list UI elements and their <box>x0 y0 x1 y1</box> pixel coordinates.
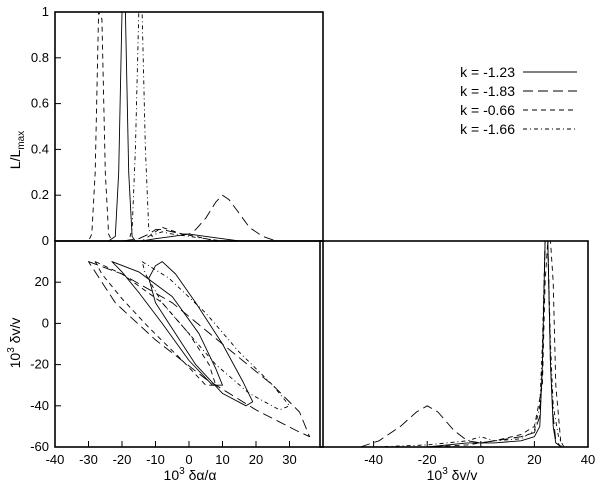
scatter-bottom-left-xtick-label: -20 <box>113 452 132 467</box>
bottom-right-xlabel-post: δv/v <box>448 467 478 483</box>
scatter-bottom-left-xtick-label: -40 <box>46 452 65 467</box>
top-panel: 0 0.2 0.4 0.6 0.8 1 <box>31 4 277 248</box>
top-ytick-label: 0 <box>42 233 49 248</box>
bottom-right-xlabel: 103 δv/v <box>427 466 478 483</box>
top-ylabel-sub: max <box>16 131 27 150</box>
bottom-left-ylabel-post: δv/v <box>7 318 23 348</box>
bottom-right-xtick-label: -40 <box>364 452 383 467</box>
top-ylabel-main: L/L <box>7 150 23 170</box>
bottom-right-xlabel-sup: 3 <box>442 466 448 477</box>
legend-label: k = -0.66 <box>460 102 515 118</box>
scatter-bottom-left-xtick-label: 20 <box>249 452 263 467</box>
bottom-left-ylabel: 103 δv/v <box>6 318 23 369</box>
bottom-right-panel-frame <box>319 240 589 448</box>
scatter-bottom-left-series-k-1-66 <box>141 261 290 411</box>
scatter-bottom-left-series-group <box>88 261 311 438</box>
scatter-bottom-left-xtick-label: -10 <box>146 452 165 467</box>
top-series-k-1-83 <box>108 194 277 241</box>
top-panel-frame <box>54 11 324 242</box>
scatter-bottom-left-ytick-label: 0 <box>42 315 49 330</box>
bottom-right-xtick-label: -20 <box>418 452 437 467</box>
bottom-left-ylabel-pre: 10 <box>7 353 23 369</box>
top-series-group <box>81 12 277 241</box>
top-series-k-0-66 <box>81 12 216 241</box>
scatter-bottom-left-ytick-label: 20 <box>35 274 49 289</box>
top-series-k-1-66 <box>122 12 223 241</box>
bottom-left-xlabel-sup: 3 <box>179 466 185 477</box>
scatter-bottom-left-ytick-label: -20 <box>30 357 49 372</box>
bottom-right-xtick-label: 40 <box>581 452 595 467</box>
scatter-bottom-left-ytick-label: -40 <box>30 398 49 413</box>
bottom-right-series-k-1-83 <box>360 241 562 447</box>
bottom-right-xtick-label: 20 <box>527 452 541 467</box>
bottom-left-xlabel-pre: 10 <box>164 467 180 483</box>
bottom-left-xlabel-post: δα/α <box>185 467 217 483</box>
bottom-right-panel: -40 -20 0 20 40 <box>360 241 595 467</box>
top-ytick-label: 1 <box>42 4 49 19</box>
legend-label: k = -1.23 <box>460 64 515 80</box>
top-ytick-label: 0.6 <box>31 96 49 111</box>
bottom-left-xlabel: 103 δα/α <box>164 466 217 483</box>
bottom-right-series-group <box>360 241 565 447</box>
top-ytick-label: 0.4 <box>31 141 49 156</box>
scatter-bottom-left-xtick-label: 10 <box>215 452 229 467</box>
bottom-right-series-k-1-23 <box>373 241 562 447</box>
top-series-k-1-23 <box>101 12 240 241</box>
scatter-bottom-left-series-k-0-66 <box>94 261 217 386</box>
bottom-right-xtick-label: 0 <box>477 452 484 467</box>
scatter-bottom-left-xtick-label: -30 <box>79 452 98 467</box>
bottom-left-ylabel-sup: 3 <box>6 347 17 353</box>
top-ytick-label: 0.8 <box>31 50 49 65</box>
scatter-bottom-left-series-k-1-83 <box>88 261 311 438</box>
scatter-bottom-left-xtick-label: 0 <box>185 452 192 467</box>
scatter-bottom-left-xtick-label: 30 <box>282 452 296 467</box>
scatter-bottom-left-series-k-1-23-outer <box>148 261 254 407</box>
bottom-right-series-k-0-66 <box>373 241 562 447</box>
top-ytick-label: 0.2 <box>31 187 49 202</box>
legend: k = -1.23 k = -1.83 k = -0.66 k = -1.66 <box>460 64 577 137</box>
legend-label: k = -1.83 <box>460 83 515 99</box>
legend-label: k = -1.66 <box>460 121 515 137</box>
scatter-bottom-left-ytick-label: -60 <box>30 439 49 454</box>
top-ylabel: L/Lmax <box>7 131 27 169</box>
bottom-right-xlabel-pre: 10 <box>427 467 443 483</box>
scatter-bottom-left-series-k-1-23 <box>111 261 223 386</box>
bottom-right-series-k-1-66 <box>373 241 565 447</box>
